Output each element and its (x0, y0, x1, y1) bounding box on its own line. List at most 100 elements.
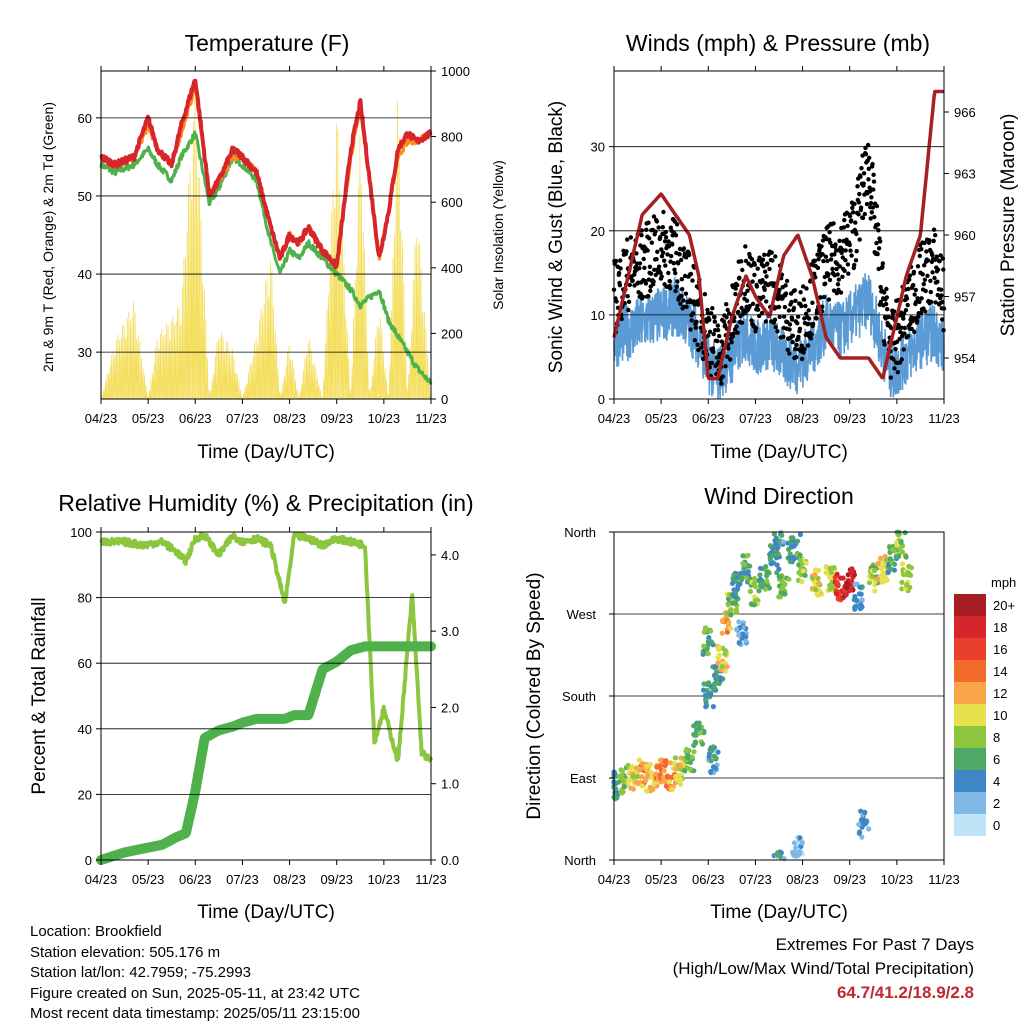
y2-tick-label: 0 (441, 392, 448, 407)
gust-point (639, 233, 644, 238)
direction-point (745, 552, 751, 558)
y2-tick-label: 0.0 (441, 853, 459, 868)
gust-point (785, 347, 790, 352)
gust-point (681, 246, 687, 251)
direction-point (648, 770, 654, 776)
gust-point (660, 225, 665, 230)
gust-point (616, 270, 622, 276)
x-tick-label: 07/23 (739, 411, 772, 426)
x-tick-label: 04/23 (85, 872, 118, 887)
winds-ylabel-left: Sonic Wind & Gust (Blue, Black) (546, 101, 567, 373)
gust-point (725, 354, 730, 359)
gust-point (647, 264, 653, 269)
gust-point (792, 346, 798, 352)
y-tick-label: 30 (591, 140, 605, 155)
y-tick-label: 30 (78, 345, 92, 360)
gust-point (823, 254, 829, 259)
y-tick-label: 0 (598, 392, 605, 407)
gust-point (841, 225, 847, 230)
gust-point (915, 318, 920, 324)
direction-point (724, 629, 731, 635)
direction-point (691, 742, 697, 749)
gust-point (735, 330, 740, 335)
gust-point (749, 257, 755, 262)
gust-point (640, 294, 646, 299)
x-tick-label: 05/23 (645, 411, 678, 426)
gust-point (666, 270, 671, 276)
direction-point (687, 766, 693, 772)
gust-point (690, 278, 695, 283)
direction-point (827, 574, 833, 580)
gust-point (820, 238, 826, 243)
gust-point (921, 281, 926, 287)
gust-point (902, 331, 907, 336)
legend-swatch (954, 792, 986, 814)
gust-point (794, 355, 799, 360)
legend-swatch (954, 660, 986, 682)
gust-point (891, 309, 897, 314)
gust-point (795, 314, 801, 319)
gust-point (790, 339, 795, 345)
gust-point (786, 308, 792, 313)
direction-point (773, 542, 779, 548)
gust-point (836, 277, 841, 282)
direction-point (899, 586, 905, 592)
gust-point (806, 308, 811, 313)
gust-point (706, 333, 711, 338)
gust-point (810, 300, 815, 305)
direction-point (849, 566, 855, 572)
gust-point (837, 238, 842, 243)
x-tick-label: 04/23 (598, 411, 631, 426)
direction-point (722, 651, 728, 657)
gust-point (846, 271, 851, 276)
gust-point (619, 316, 624, 322)
gust-point (781, 314, 787, 319)
direction-point (736, 619, 742, 625)
direction-point (887, 556, 893, 562)
humidity-plot-frame (100, 531, 432, 861)
direction-point (726, 619, 732, 625)
gust-point (720, 374, 726, 379)
legend-swatch (954, 726, 986, 748)
direction-point (786, 576, 792, 582)
direction-point (898, 539, 904, 546)
gust-point (692, 338, 698, 343)
direction-point (756, 588, 762, 594)
direction-point (715, 660, 721, 666)
gust-point (871, 172, 876, 177)
y-tick-label: 40 (78, 722, 92, 737)
gust-point (805, 343, 811, 348)
info-elevation: Station elevation: 505.176 m (30, 943, 221, 961)
direction-point (815, 575, 821, 582)
direction-point (793, 845, 799, 851)
gust-point (901, 347, 906, 352)
direction-point (702, 628, 708, 634)
gust-point (924, 249, 929, 254)
legend-label: 14 (993, 664, 1007, 679)
gust-point (820, 304, 825, 309)
direction-point (639, 774, 645, 780)
gust-point (672, 267, 677, 272)
gust-point (869, 195, 874, 200)
gust-point (941, 267, 946, 272)
gust-point (682, 273, 688, 279)
gust-point (933, 233, 938, 238)
direction-point (862, 809, 868, 816)
direction-point (636, 757, 642, 763)
direction-point (696, 724, 702, 730)
gust-point (891, 357, 896, 362)
gust-point (715, 338, 720, 344)
gust-point (848, 248, 853, 253)
legend-title: mph (991, 575, 1016, 590)
gust-point (882, 290, 887, 295)
gust-point (667, 278, 672, 284)
gust-point (663, 235, 669, 240)
direction-point (647, 761, 654, 768)
y-tick-label: 10 (591, 308, 605, 323)
gust-point (658, 235, 663, 240)
legend-swatch (954, 704, 986, 726)
direction-point (663, 783, 670, 789)
legend-label: 20+ (993, 598, 1015, 613)
temperature-xlabel: Time (Day/UTC) (197, 442, 335, 463)
legend-swatch (954, 616, 986, 638)
